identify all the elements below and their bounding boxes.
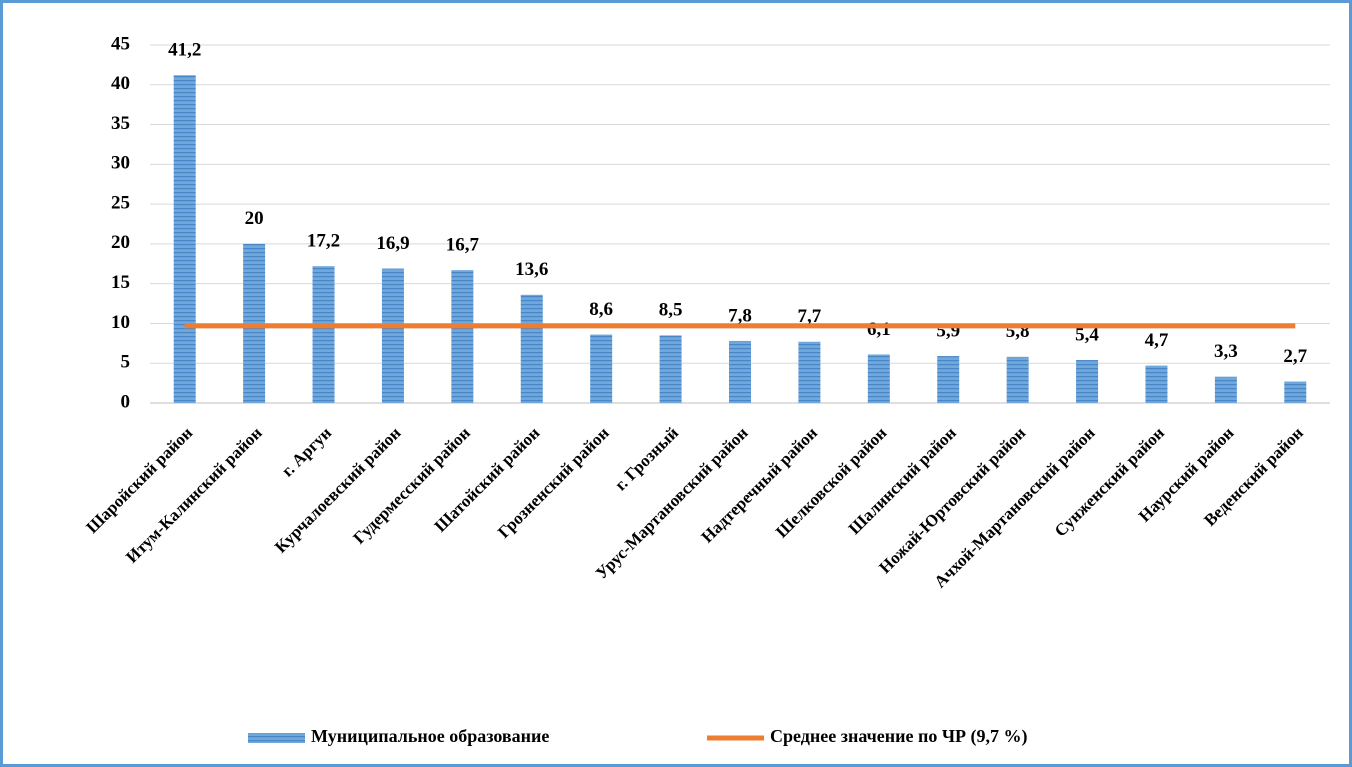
legend-label: Муниципальное образование — [311, 726, 549, 746]
bar — [937, 356, 960, 403]
bar — [1006, 356, 1029, 403]
bar — [451, 270, 474, 403]
y-tick-label: 35 — [111, 113, 130, 134]
y-tick-label: 25 — [111, 192, 130, 213]
data-label: 8,5 — [659, 300, 683, 321]
data-label: 5,4 — [1075, 324, 1099, 345]
bar — [659, 335, 682, 403]
data-label: 8,6 — [589, 299, 613, 320]
data-label: 41,2 — [168, 40, 201, 61]
legend-label: Среднее значение по ЧР (9,7 %) — [770, 726, 1028, 747]
bar — [798, 341, 821, 403]
y-tick-label: 5 — [121, 352, 131, 373]
y-tick-label: 30 — [111, 153, 130, 174]
y-tick-label: 45 — [111, 33, 130, 54]
data-label: 2,7 — [1283, 346, 1307, 367]
y-tick-label: 10 — [111, 312, 130, 333]
bar — [520, 294, 543, 403]
bar — [1214, 376, 1237, 403]
bar — [590, 334, 613, 403]
y-tick-label: 20 — [111, 232, 130, 253]
y-tick-label: 15 — [111, 272, 130, 293]
bar — [1145, 365, 1168, 403]
y-tick-label: 40 — [111, 73, 130, 94]
bar — [1076, 360, 1099, 403]
data-label: 16,7 — [446, 235, 480, 256]
data-label: 6,1 — [867, 319, 891, 340]
data-label: 3,3 — [1214, 341, 1238, 362]
data-label: 7,7 — [798, 306, 822, 327]
data-label: 13,6 — [515, 259, 548, 280]
bar — [173, 75, 196, 403]
bar — [381, 268, 404, 403]
legend-swatch — [248, 733, 305, 743]
bar — [729, 340, 751, 403]
bar — [1284, 381, 1307, 403]
data-label: 17,2 — [307, 231, 340, 252]
bar — [312, 266, 335, 403]
data-label: 16,9 — [376, 233, 409, 254]
y-tick-label: 0 — [121, 391, 131, 412]
data-label: 7,8 — [728, 305, 752, 326]
data-label: 20 — [245, 208, 264, 229]
data-label: 4,7 — [1145, 330, 1169, 351]
bar — [867, 354, 890, 403]
